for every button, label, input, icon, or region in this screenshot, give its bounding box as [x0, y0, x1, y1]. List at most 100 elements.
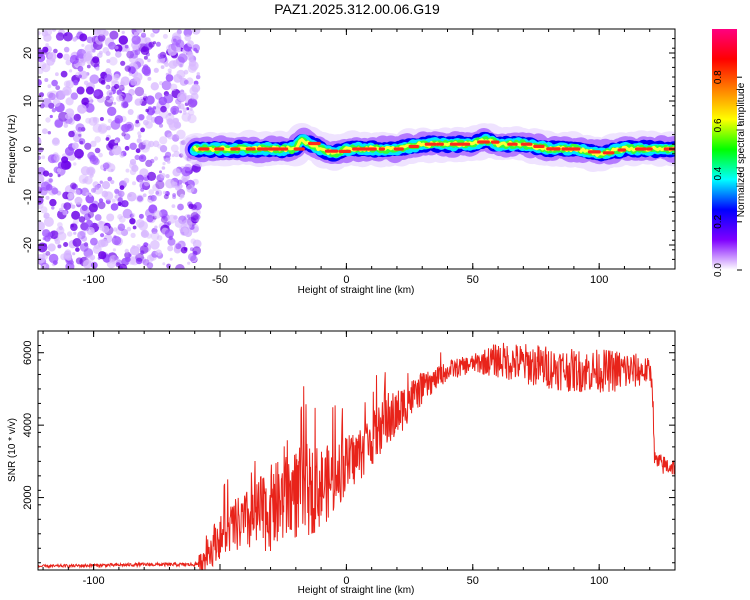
noise-blob [139, 245, 149, 254]
noise-blob [72, 238, 82, 247]
noise-blob [84, 175, 93, 185]
noise-blob [186, 77, 194, 85]
noise-blob [138, 114, 145, 121]
noise-blob [122, 208, 133, 219]
noise-blob [75, 257, 83, 265]
noise-blob [183, 79, 189, 85]
noise-blob [114, 45, 119, 50]
noise-blob [142, 93, 147, 98]
noise-blob [129, 142, 137, 150]
noise-blob [148, 41, 155, 48]
noise-blob [98, 50, 103, 55]
noise-blob [130, 79, 137, 86]
noise-blob [191, 204, 197, 211]
noise-blob [75, 123, 85, 133]
noise-blob [159, 136, 168, 145]
noise-blob [42, 98, 52, 108]
noise-blob [53, 48, 58, 54]
noise-blob [79, 243, 89, 252]
noise-blob [156, 59, 161, 64]
noise-blob [57, 174, 61, 178]
noise-blob [169, 44, 177, 52]
noise-blob [97, 201, 106, 210]
noise-blob [38, 242, 48, 253]
noise-blob [56, 168, 62, 173]
noise-blob [137, 131, 142, 136]
noise-blob [167, 214, 177, 224]
noise-blob [42, 229, 51, 238]
noise-blob [94, 136, 101, 143]
noise-blob [47, 84, 52, 89]
noise-blob [89, 74, 100, 84]
spectrogram-noise-blobs [38, 29, 202, 269]
noise-blob [131, 35, 141, 45]
noise-blob [146, 171, 157, 181]
noise-blob [74, 131, 83, 139]
noise-blob [106, 59, 111, 64]
noise-blob [51, 206, 55, 210]
noise-blob [48, 90, 59, 101]
colorbar-tick-label: 0.2 [713, 214, 724, 228]
noise-blob [77, 104, 87, 114]
noise-blob [63, 242, 69, 247]
noise-blob [132, 225, 137, 230]
colorbar: 0.0 0.2 0.4 0.6 0.8 Normalized spectral ampl… [712, 29, 747, 277]
noise-blob [165, 74, 174, 82]
noise-blob [143, 55, 148, 60]
noise-blob [190, 255, 198, 263]
noise-blob [38, 96, 44, 102]
noise-blob [156, 235, 163, 241]
noise-blob [155, 41, 161, 47]
noise-blob [146, 114, 153, 121]
noise-blob [160, 105, 167, 113]
noise-blob [150, 82, 159, 91]
noise-blob [105, 137, 110, 141]
colorbar-label: Normalized spectral amplitude [736, 82, 747, 217]
noise-blob [55, 32, 65, 41]
noise-blob [176, 129, 186, 140]
noise-blob [67, 192, 74, 200]
noise-blob [82, 259, 92, 269]
noise-blob [150, 195, 157, 202]
noise-blob [111, 145, 122, 156]
noise-blob [169, 257, 173, 261]
noise-blob [179, 110, 183, 114]
noise-blob [119, 185, 125, 191]
noise-blob [162, 262, 166, 266]
noise-blob [95, 66, 100, 71]
noise-blob [147, 58, 151, 63]
noise-blob [135, 148, 141, 154]
noise-blob [114, 115, 124, 124]
noise-blob [94, 214, 102, 221]
noise-blob [113, 227, 118, 232]
noise-blob [125, 168, 130, 173]
noise-blob [146, 107, 155, 116]
noise-blob [63, 89, 70, 96]
noise-blob [48, 178, 53, 183]
noise-blob [116, 89, 123, 96]
noise-blob [187, 40, 194, 47]
noise-blob [88, 96, 93, 102]
x-tick-label: 50 [467, 274, 479, 286]
noise-blob [84, 142, 92, 150]
noise-blob [38, 155, 41, 160]
noise-blob [192, 29, 201, 35]
noise-blob [154, 225, 158, 229]
noise-blob [177, 179, 183, 185]
noise-blob [63, 250, 72, 259]
noise-blob [84, 44, 94, 53]
noise-blob [118, 263, 128, 269]
noise-blob [163, 93, 174, 104]
noise-blob [175, 264, 185, 269]
noise-blob [178, 62, 184, 68]
noise-blob [120, 100, 129, 109]
noise-blob [131, 29, 141, 35]
noise-blob [48, 92, 56, 101]
noise-blob [133, 31, 138, 36]
noise-blob [175, 39, 185, 49]
noise-blob [154, 115, 164, 125]
noise-blob [137, 195, 143, 202]
noise-blob [143, 242, 149, 248]
noise-blob [127, 191, 137, 202]
noise-blob [163, 194, 169, 200]
